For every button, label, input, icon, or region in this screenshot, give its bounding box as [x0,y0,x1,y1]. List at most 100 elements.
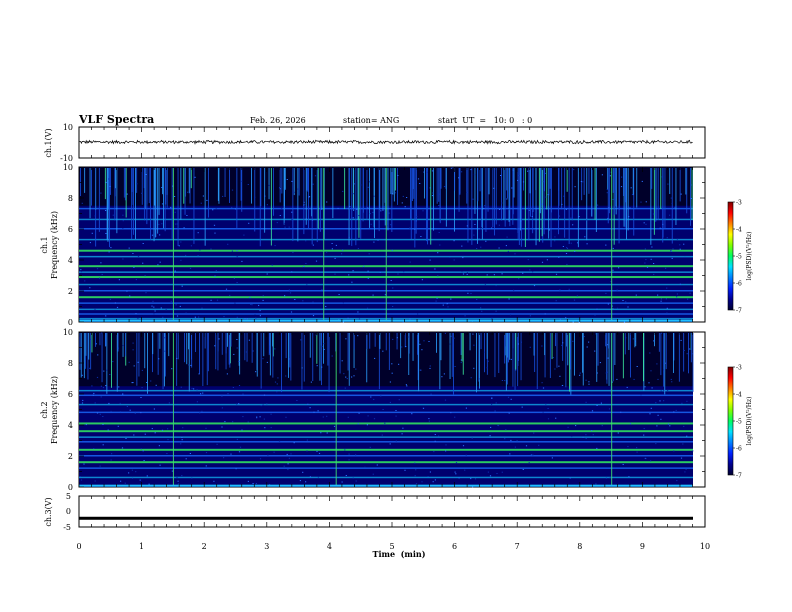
spectrogram-speckle [251,304,253,306]
spectrogram-streak [80,333,82,378]
spectrogram-speckle [214,275,216,277]
spectrogram-speckle [241,429,243,431]
spectrogram-speckle [373,241,375,243]
spectrogram-speckle [110,410,112,412]
spectrogram-streak [624,168,626,228]
spectrogram-speckle [109,298,111,300]
spectrogram-speckle [586,243,588,245]
spectrogram-speckle [342,302,344,304]
spectrogram-speckle [98,277,101,279]
spectrogram-speckle [429,365,431,367]
spectrogram-speckle [158,358,160,360]
spectrogram-speckle [580,181,582,182]
spectrogram-streak [251,168,252,204]
spectrogram-speckle [645,223,647,225]
spectrogram-speckle [395,415,397,417]
spectrogram-speckle [288,226,290,228]
spectrogram-speckle [196,401,198,403]
spectrogram-streak [183,168,185,204]
spectrogram-streak [177,333,179,360]
spectrogram-speckle [262,299,264,301]
spectrogram-streak [122,333,124,357]
spectrogram-speckle [279,187,281,188]
spectrogram-speckle [102,444,104,446]
spectrogram-streak [539,168,541,214]
spectrogram-streak [284,168,286,190]
spectrogram-speckle [389,443,391,445]
spectrogram-streak [230,333,231,364]
spectrogram-streak [91,333,93,353]
spectrogram-event-line [385,168,387,321]
spectrogram-speckle [622,464,624,465]
spectrogram-speckle [175,304,177,306]
spectrogram-speckle [128,472,130,474]
spectrogram-streak [289,333,291,368]
spectrogram-speckle [407,336,409,338]
spectrogram-speckle [667,423,670,425]
ch1-ytick-top: 10 [63,123,73,132]
spectrogram-speckle [244,318,246,320]
spectrogram-speckle [216,443,218,445]
spectrogram-speckle [676,293,678,295]
spectrogram-speckle [528,462,530,464]
spectrogram-band [79,430,693,433]
spectrogram-streak [288,333,289,378]
spectrogram-speckle [334,273,336,275]
spectrogram-streak [583,168,585,195]
spectrogram-streak [509,333,511,360]
spectrogram-speckle [290,311,293,313]
spectrogram-streak [148,168,150,204]
spectrogram-streak [218,168,220,204]
spectrogram-speckle [616,307,619,309]
spectrogram-speckle [387,225,389,227]
spectrogram-speckle [239,446,242,448]
spectrogram-speckle [302,300,304,302]
spectrogram-speckle [644,386,646,388]
spectrogram-streak [514,333,516,391]
spectrogram-speckle [552,357,554,359]
spectrogram-speckle [445,444,447,446]
spectrogram-streak [505,333,507,391]
spectrogram-streak [105,333,107,346]
spectrogram-speckle [481,310,483,312]
spectrogram-streak [412,333,414,361]
spectrogram-speckle [516,440,518,442]
spectrogram-streak [417,333,419,381]
spectrogram-speckle [565,208,567,210]
freq-tick-label: 6 [68,225,73,234]
spectrogram-speckle [266,204,268,206]
spectrogram-speckle [391,193,393,195]
spectrogram-speckle [687,298,689,300]
spectrogram-streak [581,168,583,201]
spectrogram-speckle [99,465,101,467]
spectrogram-speckle [143,460,145,461]
spectrogram-streak [369,168,370,228]
spectrogram-speckle [145,174,147,175]
time-tick-label: 5 [389,542,394,551]
spectrogram-speckle [686,435,688,437]
spectrogram-speckle [643,222,645,224]
spectrogram-streak [379,168,381,210]
spectrogram-speckle [577,242,579,244]
spectrogram-speckle [510,439,512,441]
spectrogram-speckle [566,247,568,249]
spectrogram-speckle [122,228,124,229]
spectrogram-streak [117,333,119,352]
spectrogram-speckle [576,295,578,297]
spectrogram-speckle [161,187,163,188]
time-tick-label: 10 [700,542,710,551]
spectrogram-speckle [373,418,376,420]
spectrogram-speckle [357,248,359,249]
spectrogram-streak [171,168,173,239]
ch1-spectrogram-image [79,167,693,323]
spectrogram-streak [591,168,593,217]
spectrogram-speckle [594,350,596,352]
spectrogram-speckle [391,249,393,251]
spectrogram-speckle [541,203,543,205]
spectrogram-streak [323,168,325,240]
spectrogram-speckle [690,198,692,199]
spectrogram-speckle [520,341,522,343]
spectrogram-speckle [683,243,685,245]
spectrogram-speckle [419,183,421,184]
spectrogram-speckle [331,355,333,357]
